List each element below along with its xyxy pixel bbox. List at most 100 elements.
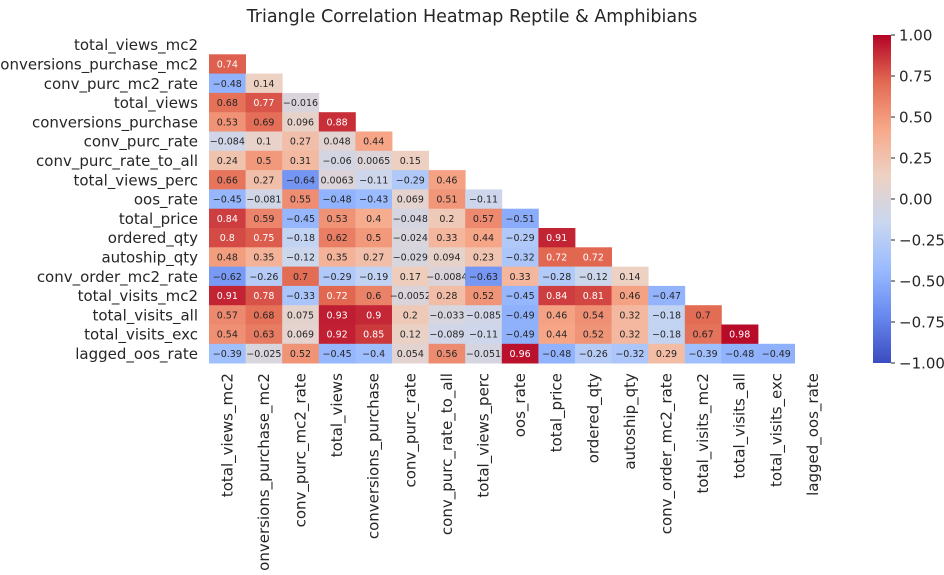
heatmap-cell (209, 73, 246, 94)
heatmap-cell-value: 0.46 (436, 175, 457, 186)
heatmap-cell (575, 324, 612, 345)
heatmap-cell (465, 305, 503, 325)
heatmap-cell-value: 0.29 (656, 349, 677, 360)
y-tick-label: oos_rate (134, 191, 198, 210)
heatmap-cell (318, 247, 356, 267)
heatmap-cell-value: 0.5 (256, 156, 271, 167)
x-tick-label: total_views_perc (475, 373, 494, 498)
heatmap-cell-value: 0.44 (363, 137, 384, 148)
y-tick-label: total_visits_mc2 (78, 287, 198, 306)
heatmap-cell (282, 208, 320, 229)
heatmap-cell-value: −0.0052 (390, 291, 431, 302)
heatmap-cell (209, 112, 246, 132)
heatmap-cell (428, 343, 466, 364)
heatmap-cell (575, 247, 612, 267)
heatmap-cells: 0.74 −0.48 0.14 0.68 0.77 −0.016 0.53 0.69 0.096… (209, 54, 795, 364)
heatmap-cell-value: −0.39 (213, 349, 242, 360)
heatmap-cell-value: −0.45 (506, 291, 535, 302)
heatmap-cell (465, 208, 503, 229)
x-tick-label: oos_rate (511, 373, 530, 437)
heatmap-cell (209, 189, 246, 210)
heatmap-cell-value: −0.64 (286, 175, 315, 186)
heatmap-cell (355, 285, 393, 306)
y-tick-label: ordered_qty (108, 229, 198, 248)
y-tick-label: conv_order_mc2_rate (37, 268, 198, 287)
heatmap-cell (355, 131, 393, 152)
heatmap-cell (245, 324, 283, 345)
heatmap-cell (318, 285, 356, 306)
x-tick-label: total_visits_mc2 (694, 373, 713, 493)
heatmap-cell-value: 0.0065 (357, 156, 390, 167)
heatmap-cell-value: 0.54 (583, 310, 604, 321)
heatmap-cell (538, 305, 576, 325)
heatmap-cell-value: 0.27 (253, 175, 274, 186)
heatmap-cell (282, 112, 320, 132)
heatmap-cell-value: −0.0084 (426, 272, 467, 283)
heatmap-cell (428, 305, 466, 325)
heatmap-cell-value: 0.27 (363, 252, 384, 263)
heatmap-cell-value: −0.29 (396, 175, 425, 186)
heatmap-cell-value: 0.24 (217, 156, 238, 167)
heatmap-cell (501, 285, 539, 306)
heatmap-cell-value: 0.96 (510, 349, 531, 360)
heatmap-cell (501, 343, 539, 364)
heatmap-cell-value: 0.63 (253, 330, 274, 341)
heatmap-cell (465, 266, 503, 287)
heatmap-cell (318, 131, 356, 152)
heatmap-cell (209, 228, 246, 248)
heatmap-cell-value: 0.0063 (320, 175, 353, 186)
heatmap-cell (648, 324, 686, 345)
heatmap-cell-value: 0.094 (433, 252, 460, 263)
heatmap-cell (465, 324, 503, 345)
heatmap-cell (428, 228, 466, 248)
heatmap-cell-value: −0.43 (359, 195, 388, 206)
heatmap-cell-value: −0.26 (579, 349, 608, 360)
heatmap-cell (575, 266, 612, 287)
heatmap-cell-value: −0.18 (652, 330, 681, 341)
heatmap-cell-value: 0.054 (397, 349, 424, 360)
heatmap-cell-value: −0.48 (725, 349, 754, 360)
heatmap-cell (501, 208, 539, 229)
heatmap-cell-value: 0.7 (696, 310, 711, 321)
heatmap-cell (721, 343, 759, 364)
y-tick-label: lagged_oos_rate (75, 345, 198, 364)
heatmap-cell-value: −0.029 (393, 252, 428, 263)
heatmap-cell (355, 305, 393, 325)
heatmap-cell (318, 150, 356, 171)
heatmap-cell-value: −0.024 (393, 233, 428, 244)
heatmap-cell (392, 266, 429, 287)
x-tick-label: conversions_purchase (365, 373, 384, 539)
heatmap-cell (758, 343, 795, 364)
colorbar-tick-label: 0.50 (899, 109, 932, 127)
heatmap-cell (575, 285, 612, 306)
heatmap-cell (355, 208, 393, 229)
heatmap-cell-value: 0.1 (256, 137, 271, 148)
heatmap-cell (318, 228, 356, 248)
heatmap-cell-value: 0.15 (400, 156, 421, 167)
heatmap-cell-value: 0.54 (217, 330, 238, 341)
x-tick-label: total_visits_exc (767, 373, 786, 487)
heatmap-cell-value: −0.19 (359, 272, 388, 283)
heatmap-cell (282, 324, 320, 345)
heatmap-cell (392, 189, 429, 210)
heatmap-cell-value: 0.8 (220, 233, 235, 244)
y-tick-label: total_views_mc2 (74, 36, 198, 55)
heatmap-cell (282, 247, 320, 267)
heatmap-cell-value: 0.74 (217, 59, 238, 70)
heatmap-cell (684, 324, 722, 345)
heatmap-cell (428, 266, 466, 287)
y-tick-label: total_views (114, 94, 198, 113)
heatmap-cell-value: 0.17 (400, 272, 421, 283)
heatmap-cell-value: 0.93 (327, 310, 348, 321)
heatmap-cell (355, 266, 393, 287)
heatmap-cell-value: 0.27 (290, 137, 311, 148)
heatmap-cell-value: −0.51 (506, 214, 535, 225)
heatmap-cell (209, 150, 246, 171)
heatmap-cell (428, 170, 466, 190)
heatmap-cell-value: −0.39 (689, 349, 718, 360)
heatmap-cell (355, 189, 393, 210)
heatmap-cell (282, 305, 320, 325)
heatmap-cell (209, 247, 246, 267)
heatmap-cell-value: −0.29 (323, 272, 352, 283)
heatmap-cell-value: 0.48 (217, 252, 238, 263)
